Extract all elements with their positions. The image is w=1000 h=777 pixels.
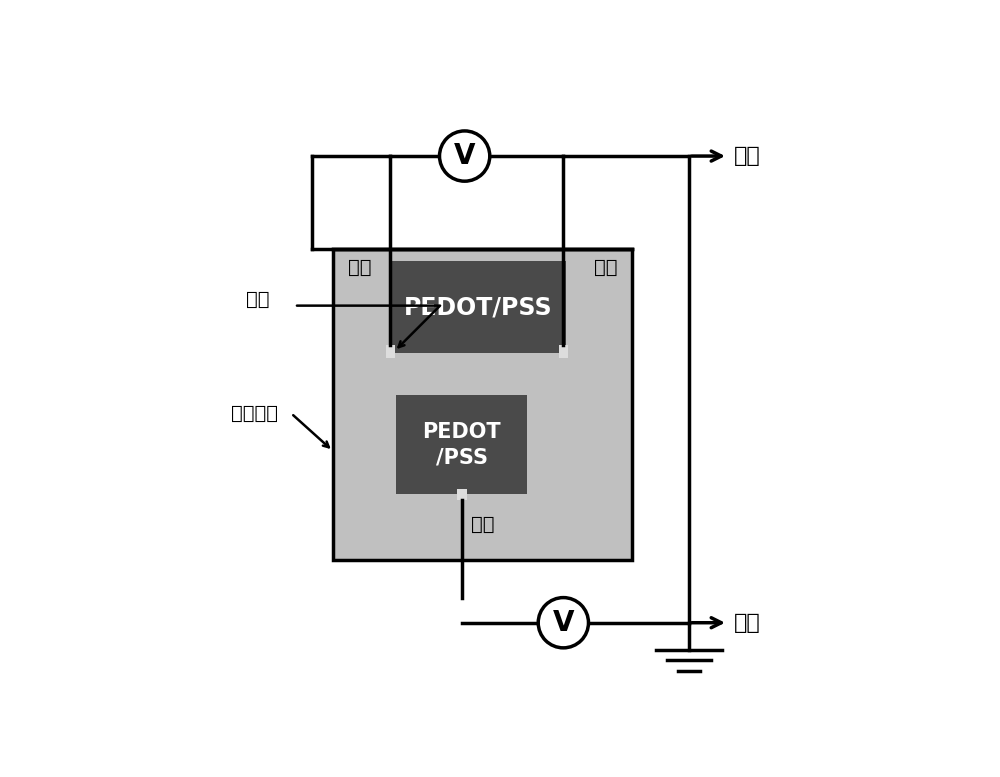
Text: 导线: 导线 xyxy=(734,613,761,632)
Text: PEDOT/PSS: PEDOT/PSS xyxy=(404,295,552,319)
Bar xyxy=(457,490,467,500)
Circle shape xyxy=(440,131,490,181)
Text: V: V xyxy=(553,608,574,636)
Bar xyxy=(396,395,527,494)
Circle shape xyxy=(538,598,588,648)
Text: 源极: 源极 xyxy=(594,258,617,277)
Text: 漏极: 漏极 xyxy=(348,258,371,277)
Text: PEDOT: PEDOT xyxy=(422,422,501,441)
Bar xyxy=(333,249,632,560)
Bar xyxy=(386,344,395,357)
Bar xyxy=(559,344,568,357)
Text: 柔性基底: 柔性基底 xyxy=(231,404,278,423)
Text: /PSS: /PSS xyxy=(436,448,488,468)
Bar xyxy=(390,261,566,354)
Text: V: V xyxy=(454,142,475,170)
Text: 栊极: 栊极 xyxy=(471,515,495,534)
Text: 銀胶: 銀胶 xyxy=(246,290,270,309)
Text: 导线: 导线 xyxy=(734,146,761,166)
